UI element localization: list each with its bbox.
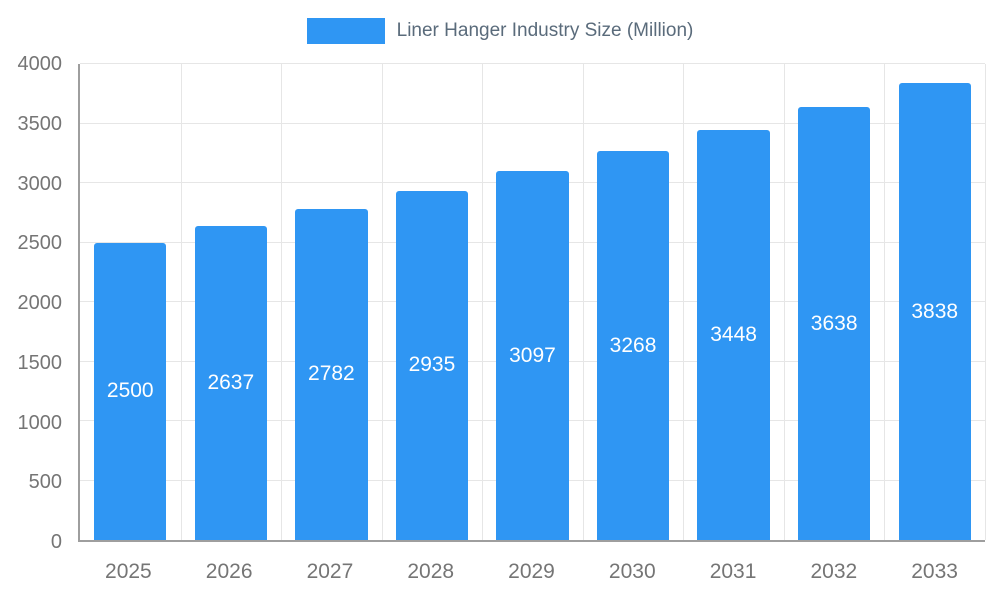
v-gridline [180,64,182,540]
v-gridline [582,64,584,540]
bar[interactable]: 3838 [898,83,971,540]
bar[interactable]: 3097 [496,171,569,540]
x-tick-label: 2032 [810,560,858,583]
v-gridline [985,64,986,540]
v-gridline [683,64,685,540]
bar-value-label: 2500 [106,379,154,403]
y-tick-label: 500 [28,471,62,494]
legend[interactable]: Liner Hanger Industry Size (Million) [0,16,1000,46]
y-tick-label: 3500 [17,112,63,135]
bar-value-label: 3838 [911,299,959,323]
v-gridline [381,64,383,540]
v-gridline [884,64,886,540]
x-tick-label: 2028 [407,560,455,583]
bar[interactable]: 2935 [395,190,469,540]
x-tick-label: 2026 [205,560,253,583]
bar-value-label: 3268 [609,333,657,357]
y-tick-label: 3000 [17,172,63,195]
y-tick-label: 1500 [17,351,63,374]
bar[interactable]: 2500 [94,242,167,540]
bar-value-label: 3638 [810,311,858,335]
h-gridline [80,63,985,64]
y-axis-labels: 0 500 1000 1500 2000 2500 3000 3500 4000 [0,54,70,552]
bar-value-label: 3448 [710,322,757,346]
bar[interactable]: 3448 [697,129,770,540]
y-tick-label: 2000 [17,292,63,314]
v-gridline [482,64,484,540]
bar-value-label: 2935 [408,353,456,377]
x-tick-label: 2033 [911,560,958,583]
bar[interactable]: 2782 [295,208,368,540]
x-tick-label: 2031 [709,560,757,583]
x-axis-labels: 2025 2026 2027 2028 2029 2030 2031 2032 2033 [78,556,985,590]
x-tick-label: 2027 [306,560,354,583]
y-tick-label: 2500 [17,232,63,255]
bar[interactable]: 3638 [797,107,871,540]
v-gridline [281,64,283,540]
y-tick-label: 0 [50,531,62,553]
h-gridline [80,122,985,124]
bar-value-label: 2782 [308,362,355,386]
bar-value-label: 2637 [207,371,255,395]
plot-area: 2500 2637 2782 2935 3097 3268 3448 3638 3838 [78,63,986,542]
bar[interactable]: 3268 [596,151,670,540]
bar-value-label: 3097 [509,343,556,367]
x-tick-label: 2025 [105,560,152,583]
bar[interactable]: 2637 [194,226,268,540]
legend-label: Liner Hanger Industry Size (Million) [396,20,694,41]
y-tick-label: 1000 [17,411,63,434]
y-tick-label: 4000 [17,53,63,75]
x-tick-label: 2030 [608,560,656,583]
v-gridline [783,64,785,540]
x-tick-label: 2029 [508,560,555,583]
legend-swatch [306,18,385,44]
